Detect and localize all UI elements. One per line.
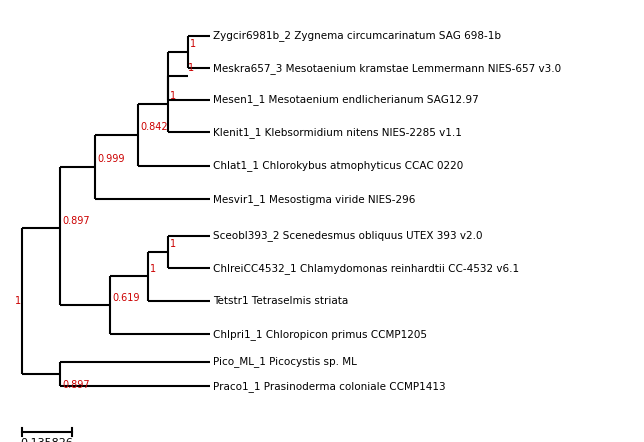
Text: Pico_ML_1 Picocystis sp. ML: Pico_ML_1 Picocystis sp. ML bbox=[213, 356, 357, 367]
Text: 1: 1 bbox=[190, 39, 196, 49]
Text: 1: 1 bbox=[15, 296, 21, 306]
Text: Tetstr1 Tetraselmis striata: Tetstr1 Tetraselmis striata bbox=[213, 296, 348, 306]
Text: 0.999: 0.999 bbox=[97, 154, 124, 164]
Text: Sceobl393_2 Scenedesmus obliquus UTEX 393 v2.0: Sceobl393_2 Scenedesmus obliquus UTEX 39… bbox=[213, 230, 482, 241]
Text: Meskra657_3 Mesotaenium kramstae Lemmermann NIES-657 v3.0: Meskra657_3 Mesotaenium kramstae Lemmerm… bbox=[213, 63, 561, 73]
Text: Mesvir1_1 Mesostigma viride NIES-296: Mesvir1_1 Mesostigma viride NIES-296 bbox=[213, 194, 415, 205]
Text: Praco1_1 Prasinoderma coloniale CCMP1413: Praco1_1 Prasinoderma coloniale CCMP1413 bbox=[213, 381, 446, 392]
Text: 1: 1 bbox=[170, 91, 176, 101]
Text: Zygcir6981b_2 Zygnema circumcarinatum SAG 698-1b: Zygcir6981b_2 Zygnema circumcarinatum SA… bbox=[213, 30, 501, 41]
Text: Mesen1_1 Mesotaenium endlicherianum SAG12.97: Mesen1_1 Mesotaenium endlicherianum SAG1… bbox=[213, 94, 478, 105]
Text: 0.842: 0.842 bbox=[140, 122, 167, 132]
Text: ChlreiCC4532_1 Chlamydomonas reinhardtii CC-4532 v6.1: ChlreiCC4532_1 Chlamydomonas reinhardtii… bbox=[213, 263, 519, 274]
Text: 1: 1 bbox=[170, 240, 176, 249]
Text: 1: 1 bbox=[188, 63, 194, 73]
Text: 0.619: 0.619 bbox=[112, 293, 140, 303]
Text: 0.135826: 0.135826 bbox=[21, 438, 73, 442]
Text: Klenit1_1 Klebsormidium nitens NIES-2285 v1.1: Klenit1_1 Klebsormidium nitens NIES-2285… bbox=[213, 127, 462, 137]
Text: 0.897: 0.897 bbox=[62, 380, 90, 390]
Text: 0.897: 0.897 bbox=[62, 216, 90, 226]
Text: 1: 1 bbox=[150, 264, 156, 274]
Text: Chlat1_1 Chlorokybus atmophyticus CCAC 0220: Chlat1_1 Chlorokybus atmophyticus CCAC 0… bbox=[213, 160, 463, 171]
Text: Chlpri1_1 Chloropicon primus CCMP1205: Chlpri1_1 Chloropicon primus CCMP1205 bbox=[213, 329, 427, 340]
